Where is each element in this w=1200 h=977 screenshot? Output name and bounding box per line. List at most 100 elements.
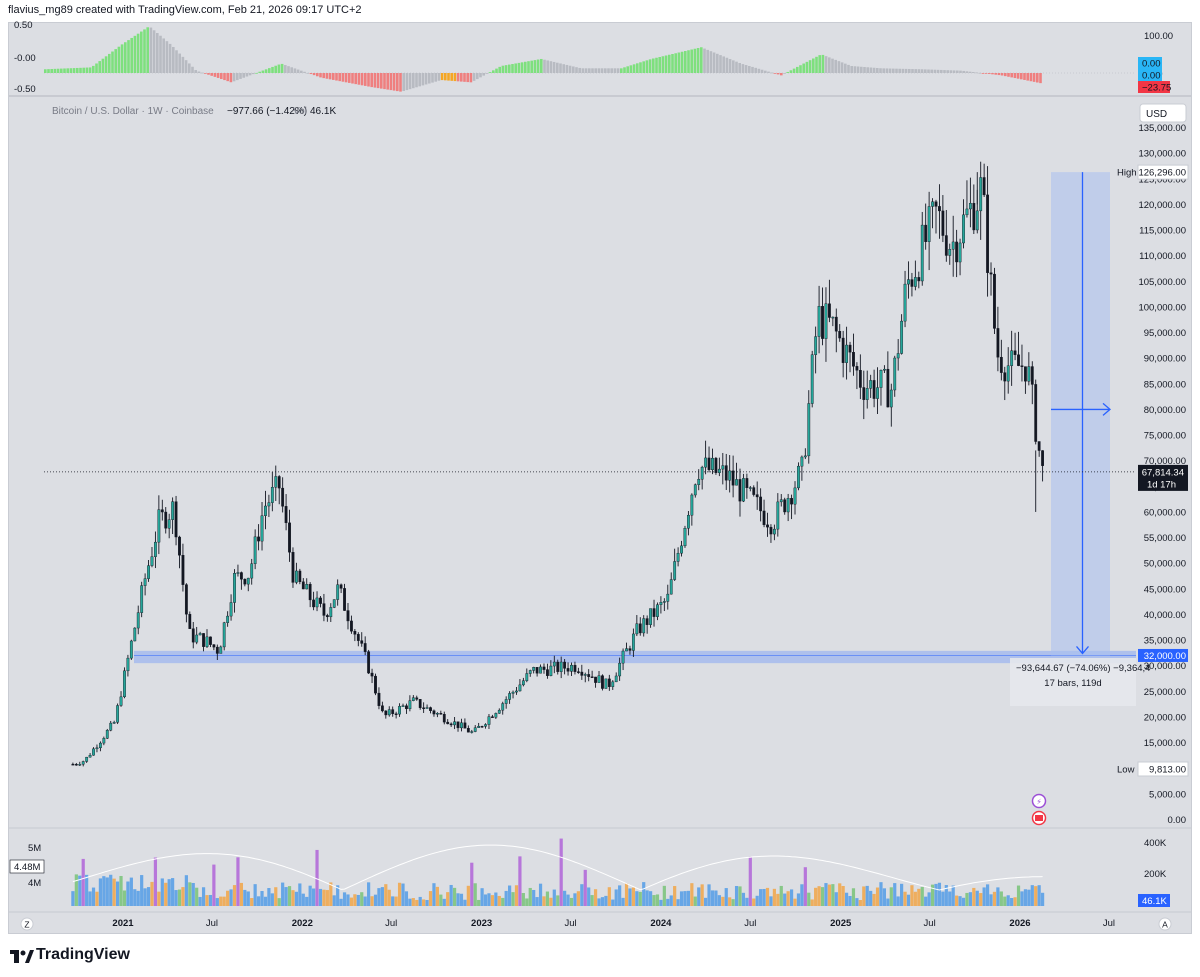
time-axis[interactable]: 2021 Jul 2022 Jul 2023 Jul 2024 Jul 2025 Jul 2026 J… xyxy=(20,917,1172,931)
price-tick: 70,000.00 xyxy=(1144,456,1186,467)
volume-bar xyxy=(728,897,732,906)
candle-body-up xyxy=(126,657,130,672)
low-label: Low xyxy=(1117,765,1135,776)
osc-bar xyxy=(322,73,325,79)
osc-bar xyxy=(693,48,697,73)
candle-body-up xyxy=(518,684,522,692)
candle-body-up xyxy=(642,618,646,634)
volume-bar xyxy=(511,892,515,906)
volume-bar xyxy=(146,887,151,906)
osc-value-badge xyxy=(1138,57,1162,69)
volume-bar xyxy=(604,895,608,906)
currency-button[interactable] xyxy=(1139,103,1187,123)
lightning-event-icon[interactable] xyxy=(1031,793,1047,809)
volume-bar xyxy=(755,895,759,906)
candle xyxy=(924,203,928,250)
volume-bar xyxy=(98,878,103,906)
candle-body-down xyxy=(322,603,326,616)
price-tick: 5,000.00 xyxy=(1149,789,1186,800)
candle xyxy=(776,493,780,537)
candle-body-down xyxy=(432,710,436,715)
candle xyxy=(71,762,75,766)
price-tick: 95,000.00 xyxy=(1144,328,1186,339)
volume-bar xyxy=(236,857,240,906)
candle-body-up xyxy=(484,724,487,727)
zoom-button[interactable] xyxy=(20,917,34,931)
candle-body-up xyxy=(233,573,236,603)
volume-bar xyxy=(810,899,814,906)
osc-bar xyxy=(53,68,57,73)
volume-bar xyxy=(858,899,862,906)
candle xyxy=(535,667,539,677)
volume-bar xyxy=(752,898,756,906)
vol-left-tick: 4M xyxy=(28,878,41,889)
brand-name: TradingView xyxy=(36,946,130,963)
volume-bar xyxy=(1027,889,1031,906)
candle-body-up xyxy=(948,249,952,256)
volume-bar xyxy=(927,892,931,906)
osc-bar xyxy=(60,68,63,73)
candle-body-down xyxy=(759,496,763,512)
volume-bar xyxy=(979,893,983,906)
price-tick: 120,000.00 xyxy=(1138,200,1186,211)
volume-bar xyxy=(793,898,797,906)
bar-countdown: 1d 17h xyxy=(1147,479,1176,490)
candle xyxy=(181,543,185,592)
osc-bar xyxy=(802,63,805,73)
candle-body-down xyxy=(418,699,422,708)
candle-body-up xyxy=(975,210,979,231)
candle xyxy=(931,198,934,229)
osc-bar xyxy=(72,68,76,73)
candle xyxy=(74,762,78,766)
osc-bar xyxy=(405,73,409,91)
candle xyxy=(546,663,549,679)
candle-body-down xyxy=(590,676,594,678)
candle-body-up xyxy=(105,730,109,739)
candle xyxy=(532,666,536,674)
osc-bar xyxy=(191,66,194,73)
candle xyxy=(126,654,130,677)
candle xyxy=(109,720,113,732)
osc-bar xyxy=(239,73,242,79)
osc-bar xyxy=(831,58,834,73)
osc-bar xyxy=(808,60,812,73)
osc-bar xyxy=(994,73,997,75)
osc-bar xyxy=(220,73,223,80)
candle-body-up xyxy=(693,484,697,496)
candle xyxy=(480,725,484,728)
candle xyxy=(81,760,85,767)
volume-bar xyxy=(294,891,299,906)
candle-body-up xyxy=(332,599,336,608)
osc-bar xyxy=(236,73,239,81)
candle-body-down xyxy=(563,661,567,669)
osc-bar xyxy=(815,56,818,73)
candle xyxy=(88,753,92,758)
candle-body-down xyxy=(848,344,852,353)
volume-bar xyxy=(501,897,505,906)
auto-scale-button[interactable] xyxy=(1158,917,1172,931)
candle-body-down xyxy=(955,241,959,263)
candle-body-up xyxy=(717,468,721,473)
volume-bar xyxy=(992,891,997,906)
osc-bar xyxy=(648,59,652,73)
candle-body-up xyxy=(143,578,147,586)
candle-body-up xyxy=(965,208,969,216)
osc-bar xyxy=(136,33,140,73)
osc-bar xyxy=(620,68,623,73)
candle xyxy=(996,306,1000,372)
candle-body-down xyxy=(628,648,632,651)
candle-body-up xyxy=(1006,365,1010,382)
volume-bar xyxy=(745,897,749,906)
candle-body-up xyxy=(497,709,501,714)
osc-bar xyxy=(290,67,293,73)
candle-body-down xyxy=(580,671,584,676)
volume-bar xyxy=(308,885,312,906)
vol-left-tick: 5M xyxy=(28,843,41,854)
volume-bar xyxy=(360,892,364,906)
candle-body-down xyxy=(356,634,360,641)
candle-body-up xyxy=(927,206,931,242)
volume-bar xyxy=(783,893,787,906)
osc-bar xyxy=(760,69,764,73)
volume-bar xyxy=(700,884,704,906)
